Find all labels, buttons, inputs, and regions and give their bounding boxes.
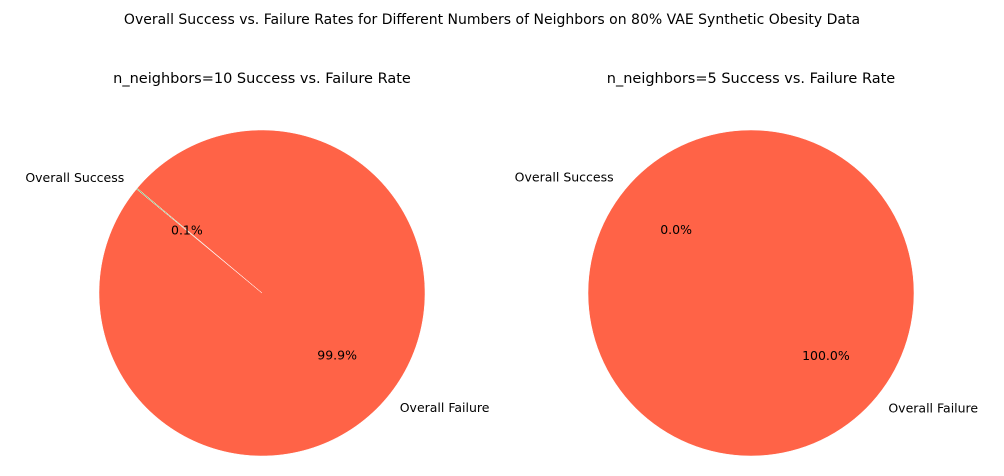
pie0-overall-failure-percent: 99.9% [317,348,357,363]
pie1-overall-failure-percent: 100.0% [802,348,850,363]
pie-chart-n-neighbors-10: n_neighbors=10 Success vs. Failure Rate … [25,71,490,457]
pie0-overall-failure-slice [98,129,426,457]
pie1-overall-success-label: Overall Success [515,170,614,185]
pie-chart-n-neighbors-5: n_neighbors=5 Success vs. Failure Rate O… [515,71,978,457]
pie-title-n-neighbors-10: n_neighbors=10 Success vs. Failure Rate [113,71,411,87]
figure-suptitle: Overall Success vs. Failure Rates for Di… [124,12,860,28]
pie0-overall-failure-label: Overall Failure [400,400,490,415]
pie1-overall-success-percent: 0.0% [660,222,692,237]
pie1-overall-failure-label: Overall Failure [888,400,978,415]
pie-title-n-neighbors-5: n_neighbors=5 Success vs. Failure Rate [607,71,896,87]
pie0-overall-success-percent: 0.1% [171,222,203,237]
pie1-overall-failure-slice [587,129,915,457]
pie0-overall-success-label: Overall Success [25,170,124,185]
